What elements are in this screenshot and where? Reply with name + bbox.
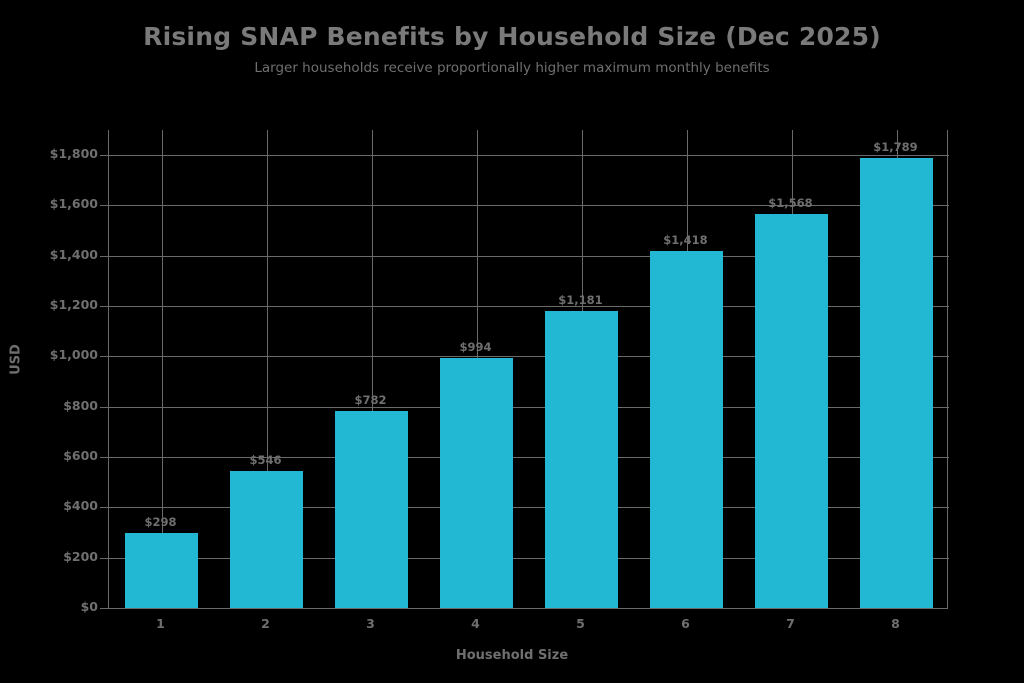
x-tick-label: 2 — [261, 616, 270, 631]
x-gridline — [266, 130, 268, 608]
x-tick-label: 3 — [366, 616, 375, 631]
y-tick-mark — [100, 255, 108, 257]
y-gridline — [109, 557, 949, 559]
bar[interactable] — [754, 213, 829, 608]
bar-value-label: $1,568 — [768, 195, 813, 210]
y-tick-label: $1,400 — [49, 246, 98, 262]
y-tick-label: $0 — [80, 599, 98, 614]
chart-subtitle: Larger households receive proportionally… — [254, 60, 770, 76]
y-tick-label: $1,000 — [49, 347, 98, 363]
y-tick-label: $1,800 — [49, 146, 98, 162]
bar-value-label: $1,789 — [873, 139, 918, 154]
y-gridline — [109, 306, 949, 308]
y-gridline — [109, 507, 949, 509]
y-gridline — [109, 255, 949, 257]
y-tick-mark — [100, 507, 108, 509]
y-tick-mark — [100, 356, 108, 358]
y-gridline — [109, 356, 949, 358]
bar[interactable] — [859, 157, 934, 608]
x-tick-label: 6 — [681, 616, 690, 631]
y-tick-label: $1,600 — [49, 196, 98, 212]
y-gridline — [109, 205, 949, 207]
y-tick-label: $800 — [63, 397, 98, 413]
bar-value-label: $1,418 — [663, 233, 708, 248]
y-tick-mark — [100, 306, 108, 308]
y-tick-label: $1,200 — [49, 297, 98, 313]
x-axis-title: Household Size — [455, 648, 569, 663]
x-gridline — [371, 130, 373, 608]
x-tick-label: 7 — [786, 616, 795, 631]
x-tick-label: 1 — [156, 616, 165, 631]
y-tick-label: $200 — [63, 548, 98, 564]
bar-value-label: $1,181 — [558, 292, 603, 307]
bar[interactable] — [334, 411, 409, 608]
bar[interactable] — [544, 310, 619, 608]
chart-title: Rising SNAP Benefits by Household Size (… — [143, 22, 881, 51]
x-tick-label: 4 — [471, 616, 480, 631]
bar[interactable] — [439, 357, 514, 608]
y-tick-mark — [100, 406, 108, 408]
bar-value-label: $298 — [144, 515, 177, 530]
x-gridline — [161, 130, 163, 608]
y-tick-label: $400 — [63, 498, 98, 514]
y-axis-title: USD — [8, 344, 24, 375]
y-tick-label: $600 — [63, 448, 98, 464]
y-gridline — [109, 457, 949, 459]
bar[interactable] — [649, 251, 724, 608]
bar[interactable] — [229, 470, 304, 608]
bar-value-label: $782 — [354, 393, 387, 408]
y-tick-mark — [100, 155, 108, 157]
plot-area — [108, 130, 949, 608]
bar[interactable] — [124, 533, 199, 608]
y-tick-mark — [100, 205, 108, 207]
x-tick-label: 8 — [891, 616, 900, 631]
y-tick-mark — [100, 608, 108, 609]
x-tick-label: 5 — [576, 616, 585, 631]
y-gridline — [109, 406, 949, 408]
y-gridline — [109, 155, 949, 157]
y-tick-mark — [100, 457, 108, 459]
bar-value-label: $994 — [459, 339, 492, 354]
bar-value-label: $546 — [249, 452, 282, 467]
x-axis-line — [108, 608, 948, 609]
y-tick-mark — [100, 557, 108, 559]
